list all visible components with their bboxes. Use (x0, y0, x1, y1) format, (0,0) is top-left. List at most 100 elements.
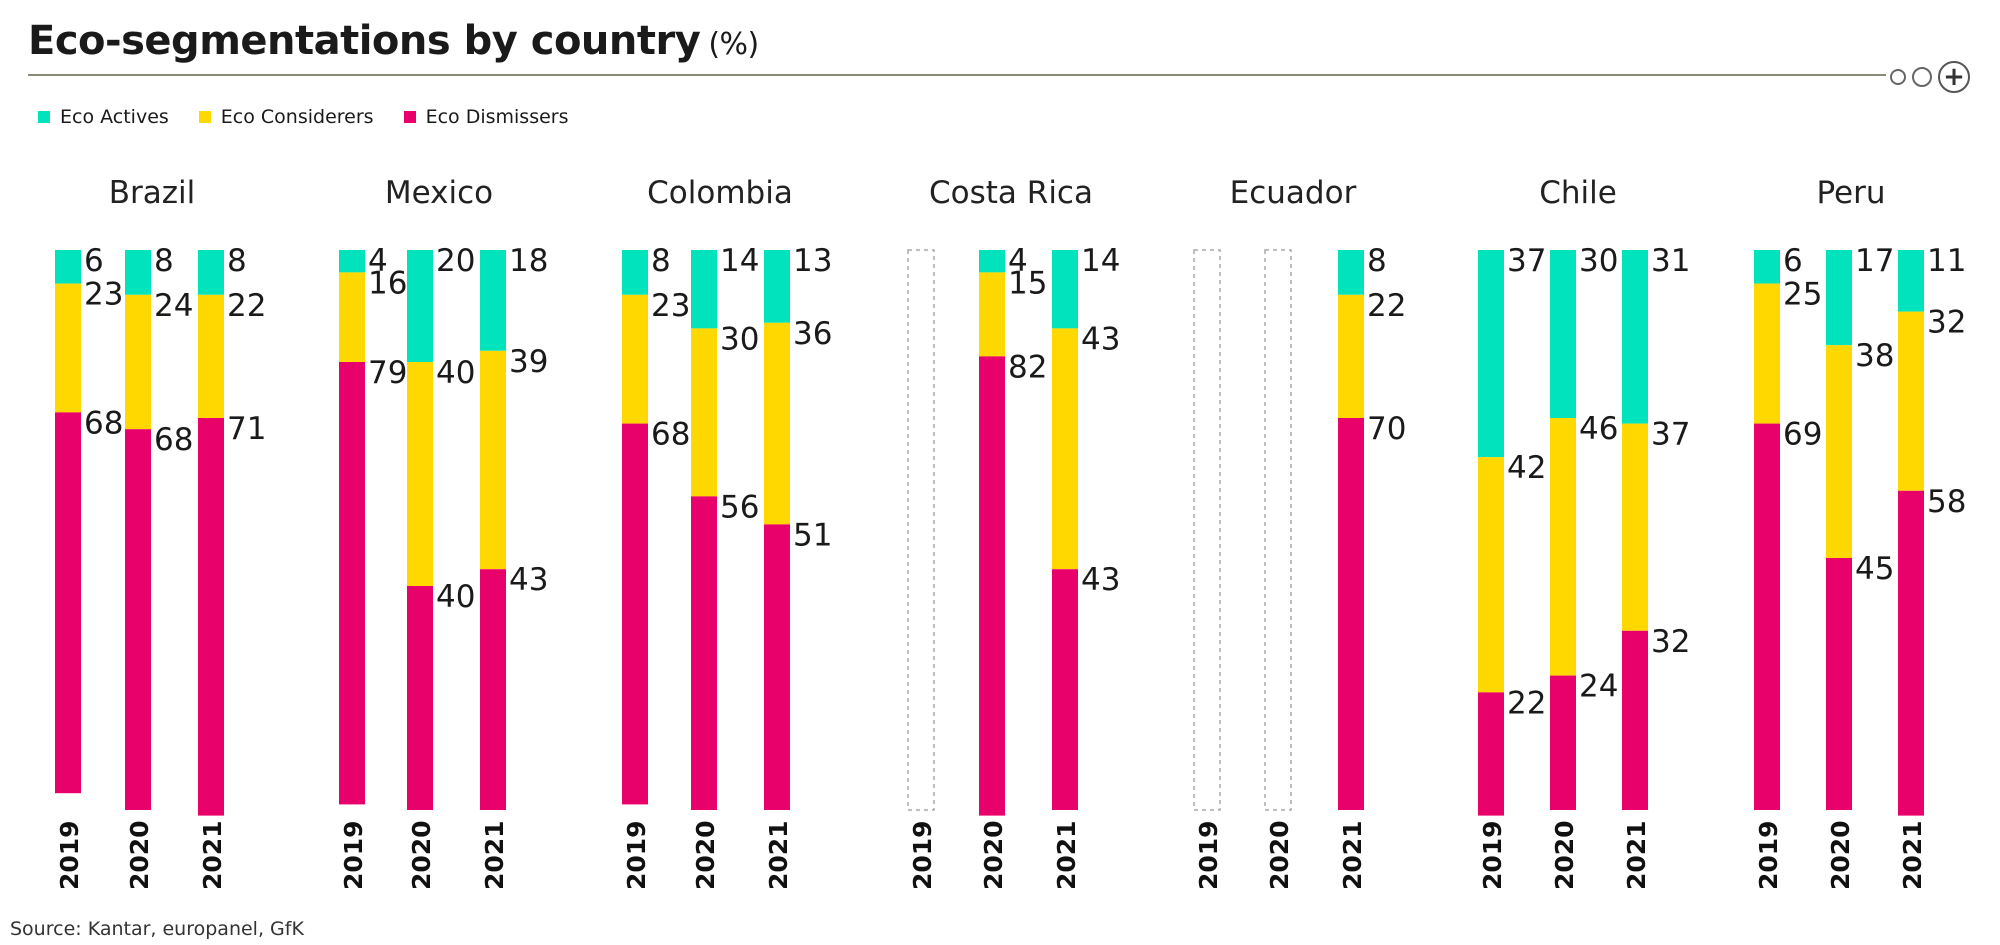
value-label-costa-rica-2020-considerers: 15 (1008, 265, 1047, 301)
year-label-brazil-2021: 2021 (198, 820, 227, 890)
year-label-chile-2021: 2021 (1622, 820, 1651, 890)
year-label-peru-2020: 2020 (1826, 820, 1855, 890)
bar-segment-chile-2019-dismissers (1478, 692, 1504, 816)
value-label-chile-2020-considerers: 46 (1579, 411, 1618, 447)
value-label-colombia-2020-considerers: 30 (720, 321, 759, 357)
bar-segment-colombia-2021-actives (764, 250, 790, 323)
year-label-peru-2019: 2019 (1754, 820, 1783, 890)
country-label-costa-rica: Costa Rica (929, 175, 1093, 211)
country-label-colombia: Colombia (647, 175, 793, 211)
chart-title-text: Eco-segmentations by country (28, 18, 701, 64)
value-label-colombia-2020-actives: 14 (720, 243, 759, 279)
value-label-ecuador-2021-actives: 8 (1367, 243, 1387, 279)
value-label-costa-rica-2020-actives: 4 (1008, 243, 1028, 279)
country-label-ecuador: Ecuador (1230, 175, 1357, 211)
value-label-chile-2019-actives: 37 (1507, 243, 1546, 279)
value-label-costa-rica-2020-dismissers: 82 (1008, 349, 1047, 385)
legend-swatch-eco-dismissers (403, 111, 416, 123)
value-label-ecuador-2021-dismissers: 70 (1367, 411, 1406, 447)
bar-segment-mexico-2020-actives (407, 250, 433, 362)
value-label-mexico-2021-dismissers: 43 (509, 562, 548, 598)
value-label-brazil-2020-considerers: 24 (154, 288, 193, 324)
value-label-mexico-2021-actives: 18 (509, 243, 548, 279)
value-label-chile-2019-dismissers: 22 (1507, 685, 1546, 721)
value-label-mexico-2019-considerers: 16 (368, 265, 407, 301)
empty-bar-ecuador-2019 (1193, 249, 1221, 811)
value-label-mexico-2019-dismissers: 79 (368, 355, 407, 391)
plus-icon[interactable]: + (1938, 61, 1970, 93)
value-label-peru-2019-considerers: 25 (1783, 277, 1822, 313)
country-group-chile: Chile 2019 37 42 22 2020 30 46 24 2021 31 37 32 (1478, 175, 1690, 890)
value-label-colombia-2021-actives: 13 (793, 243, 832, 279)
bar-segment-peru-2021-actives (1898, 250, 1924, 312)
year-label-costa-rica-2021: 2021 (1052, 820, 1081, 890)
value-label-peru-2021-considerers: 32 (1927, 305, 1966, 341)
legend: Eco Actives Eco Considerers Eco Dismisse… (38, 106, 569, 128)
bar-segment-costa-rica-2021-dismissers (1052, 569, 1078, 810)
value-label-peru-2019-dismissers: 69 (1783, 417, 1822, 453)
value-label-brazil-2021-actives: 8 (227, 243, 247, 279)
bar-segment-mexico-2019-considerers (339, 272, 365, 362)
value-label-peru-2021-dismissers: 58 (1927, 484, 1966, 520)
bar-segment-chile-2021-actives (1622, 250, 1648, 424)
value-label-mexico-2020-considerers: 40 (436, 355, 475, 391)
value-label-costa-rica-2021-dismissers: 43 (1081, 562, 1120, 598)
year-label-mexico-2019: 2019 (339, 820, 368, 890)
value-label-colombia-2021-considerers: 36 (793, 316, 832, 352)
bar-segment-colombia-2020-considerers (691, 328, 717, 497)
bar-segment-mexico-2020-considerers (407, 362, 433, 586)
bar-segment-ecuador-2021-actives (1338, 250, 1364, 295)
legend-item-eco-dismissers: Eco Dismissers (403, 106, 569, 128)
country-label-chile: Chile (1539, 175, 1617, 211)
value-label-brazil-2019-actives: 6 (84, 243, 104, 279)
country-label-mexico: Mexico (385, 175, 493, 211)
value-label-colombia-2019-dismissers: 68 (651, 417, 690, 453)
source-note: Source: Kantar, europanel, GfK (10, 918, 304, 940)
value-label-mexico-2019-actives: 4 (368, 243, 388, 279)
bar-segment-colombia-2019-considerers (622, 294, 648, 424)
value-label-mexico-2021-considerers: 39 (509, 344, 548, 380)
value-label-costa-rica-2021-actives: 14 (1081, 243, 1120, 279)
year-label-costa-rica-2020: 2020 (979, 820, 1008, 890)
value-label-peru-2019-actives: 6 (1783, 243, 1803, 279)
bar-segment-mexico-2019-dismissers (339, 362, 365, 805)
bar-segment-ecuador-2021-dismissers (1338, 418, 1364, 810)
circle-icon (1912, 67, 1932, 87)
toolbar-controls: + (1890, 61, 1970, 93)
value-label-mexico-2020-dismissers: 40 (436, 579, 475, 615)
bar-segment-chile-2020-dismissers (1550, 675, 1576, 810)
bar-segment-mexico-2021-dismissers (480, 569, 506, 810)
bar-segment-chile-2019-actives (1478, 250, 1504, 458)
small-circle-icon (1890, 69, 1906, 85)
bar-segment-colombia-2020-actives (691, 250, 717, 329)
value-label-colombia-2019-actives: 8 (651, 243, 671, 279)
bar-segment-brazil-2020-actives (125, 250, 151, 295)
value-label-chile-2020-actives: 30 (1579, 243, 1618, 279)
country-group-costa-rica: Costa Rica 2019 2020 415 82 2021 14 43 43 (907, 175, 1120, 890)
bar-segment-mexico-2021-considerers (480, 350, 506, 570)
year-label-colombia-2020: 2020 (691, 820, 720, 890)
bar-segment-brazil-2019-dismissers (55, 412, 81, 794)
chart-title: Eco-segmentations by country (%) (28, 18, 759, 64)
year-label-brazil-2019: 2019 (55, 820, 84, 890)
bar-segment-colombia-2019-actives (622, 250, 648, 295)
bar-segment-peru-2020-actives (1826, 250, 1852, 346)
value-label-chile-2021-considerers: 37 (1651, 417, 1690, 453)
value-label-brazil-2020-dismissers: 68 (154, 422, 193, 458)
bar-segment-chile-2020-actives (1550, 250, 1576, 418)
value-label-brazil-2019-considerers: 23 (84, 277, 123, 313)
bar-segment-peru-2021-dismissers (1898, 490, 1924, 816)
legend-label-eco-considerers: Eco Considerers (220, 106, 374, 128)
country-group-peru: Peru 2019 625 69 2020 17 38 45 2021 11 32 58 (1754, 175, 1966, 890)
value-label-brazil-2021-dismissers: 71 (227, 411, 266, 447)
bar-segment-peru-2020-dismissers (1826, 558, 1852, 810)
bar-segment-colombia-2019-dismissers (622, 423, 648, 805)
bar-segment-costa-rica-2020-actives (979, 250, 1005, 273)
legend-label-eco-actives: Eco Actives (60, 106, 169, 128)
year-label-chile-2020: 2020 (1550, 820, 1579, 890)
value-label-colombia-2019-considerers: 23 (651, 288, 690, 324)
country-group-colombia: Colombia 2019 8 23 68 2020 14 30 56 2021 13 36 51 (622, 175, 832, 890)
year-label-peru-2021: 2021 (1898, 820, 1927, 890)
bar-segment-peru-2019-actives (1754, 250, 1780, 284)
